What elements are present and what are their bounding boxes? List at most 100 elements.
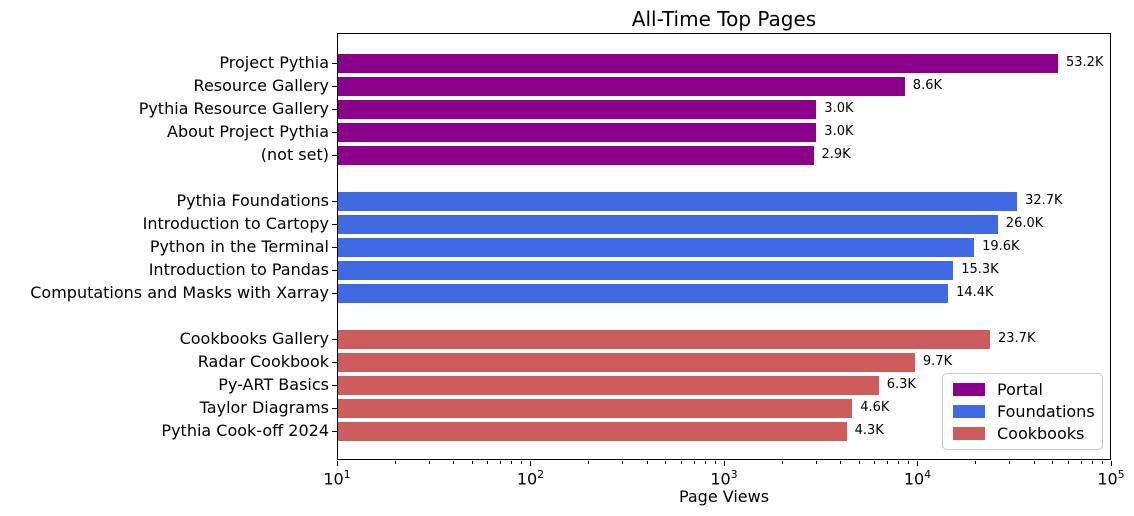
bar-value-label: 14.4K xyxy=(956,285,994,300)
bar xyxy=(337,283,949,303)
x-tick-mark xyxy=(336,461,338,466)
bar xyxy=(337,421,847,441)
y-tick-mark xyxy=(332,408,337,409)
x-minor-tick-mark xyxy=(693,461,695,464)
bar xyxy=(337,76,905,96)
x-tick-label: 104 xyxy=(903,468,932,489)
x-minor-tick-mark xyxy=(428,461,430,464)
x-tick-mark xyxy=(1110,461,1112,466)
x-minor-tick-mark xyxy=(487,461,489,464)
y-tick-label: Resource Gallery xyxy=(193,76,329,95)
x-minor-tick-mark xyxy=(622,461,624,464)
y-tick-mark xyxy=(332,385,337,386)
y-tick-mark xyxy=(332,270,337,271)
x-minor-tick-mark xyxy=(680,461,682,464)
x-minor-tick-mark xyxy=(1009,461,1011,464)
chart-title: All-Time Top Pages xyxy=(631,7,817,31)
x-minor-tick-mark xyxy=(898,461,900,464)
y-tick-mark xyxy=(332,63,337,64)
legend-item-portal: Portal xyxy=(953,380,1094,399)
bar xyxy=(337,145,814,165)
x-tick-label: 105 xyxy=(1097,468,1125,489)
bar xyxy=(337,191,1018,211)
y-tick-label: Introduction to Cartopy xyxy=(142,214,329,233)
x-minor-tick-mark xyxy=(858,461,860,464)
bar-value-label: 53.2K xyxy=(1066,55,1104,70)
y-tick-mark xyxy=(332,86,337,87)
y-tick-label: Project Pythia xyxy=(219,53,329,72)
x-minor-tick-mark xyxy=(975,461,977,464)
x-minor-tick-mark xyxy=(908,461,910,464)
x-minor-tick-mark xyxy=(874,461,876,464)
y-tick-mark xyxy=(332,155,337,156)
x-tick-label: 101 xyxy=(323,468,351,489)
x-minor-tick-mark xyxy=(714,461,716,464)
x-minor-tick-mark xyxy=(665,461,667,464)
x-minor-tick-mark xyxy=(588,461,590,464)
y-tick-label: Introduction to Pandas xyxy=(148,260,329,279)
y-tick-mark xyxy=(332,224,337,225)
y-tick-mark xyxy=(332,109,337,110)
x-minor-tick-mark xyxy=(500,461,501,464)
x-minor-tick-mark xyxy=(521,461,523,464)
x-minor-tick-mark xyxy=(1067,461,1069,464)
x-tick-label: 103 xyxy=(710,468,738,489)
legend-swatch-portal-icon xyxy=(953,383,985,397)
legend-swatch-cookbooks-icon xyxy=(953,426,985,440)
y-tick-label: Pythia Cook-off 2024 xyxy=(161,421,329,440)
y-tick-mark xyxy=(332,431,337,432)
x-minor-tick-mark xyxy=(781,461,783,464)
x-minor-tick-mark xyxy=(1052,461,1054,464)
y-tick-mark xyxy=(332,339,337,340)
y-tick-mark xyxy=(332,247,337,248)
x-minor-tick-mark xyxy=(815,461,817,464)
x-minor-tick-mark xyxy=(704,461,706,464)
y-tick-mark xyxy=(332,362,337,363)
bar-value-label: 32.7K xyxy=(1025,193,1063,208)
x-tick-mark xyxy=(917,461,918,466)
legend-item-cookbooks: Cookbooks xyxy=(953,424,1094,443)
legend-label-foundations: Foundations xyxy=(997,401,1095,421)
bar xyxy=(337,53,1058,73)
x-minor-tick-mark xyxy=(394,461,396,464)
x-minor-tick-mark xyxy=(840,461,841,464)
bar-value-label: 8.6K xyxy=(912,78,942,93)
legend-item-foundations: Foundations xyxy=(953,401,1095,421)
x-axis-label: Page Views xyxy=(678,487,770,506)
y-tick-mark xyxy=(332,293,337,294)
x-tick-label: 102 xyxy=(516,468,545,489)
bar-value-label: 2.9K xyxy=(821,147,851,162)
bar xyxy=(337,237,975,257)
bar-value-label: 9.7K xyxy=(922,354,953,369)
bar-value-label: 15.3K xyxy=(961,262,999,277)
bar xyxy=(337,329,990,349)
bar-value-label: 4.6K xyxy=(860,400,890,415)
y-tick-label: Taylor Diagrams xyxy=(199,398,329,417)
legend: Portal Foundations Cookbooks xyxy=(942,373,1103,450)
y-tick-label: Radar Cookbook xyxy=(197,352,329,371)
x-minor-tick-mark xyxy=(1080,461,1082,464)
bar-value-label: 19.6K xyxy=(982,239,1020,254)
bar-value-label: 4.3K xyxy=(854,423,884,438)
x-minor-tick-mark xyxy=(1033,461,1035,464)
y-tick-mark xyxy=(332,201,337,202)
bar xyxy=(337,398,853,418)
y-tick-label: Python in the Terminal xyxy=(149,237,329,256)
y-tick-label: About Project Pythia xyxy=(167,122,329,141)
y-tick-label: Computations and Masks with Xarray xyxy=(30,283,329,302)
bar xyxy=(337,122,817,142)
y-tick-mark xyxy=(332,132,337,133)
x-tick-mark xyxy=(530,461,531,466)
legend-label-cookbooks: Cookbooks xyxy=(997,423,1085,443)
x-tick-mark xyxy=(723,461,725,466)
bar xyxy=(337,214,998,234)
bar-value-label: 23.7K xyxy=(998,331,1036,346)
bar xyxy=(337,99,817,119)
y-tick-label: Pythia Resource Gallery xyxy=(138,99,329,118)
x-minor-tick-mark xyxy=(511,461,513,464)
y-tick-label: Pythia Foundations xyxy=(176,191,329,210)
x-minor-tick-mark xyxy=(453,461,454,464)
y-tick-label: Cookbooks Gallery xyxy=(179,329,329,348)
bar xyxy=(337,260,954,280)
